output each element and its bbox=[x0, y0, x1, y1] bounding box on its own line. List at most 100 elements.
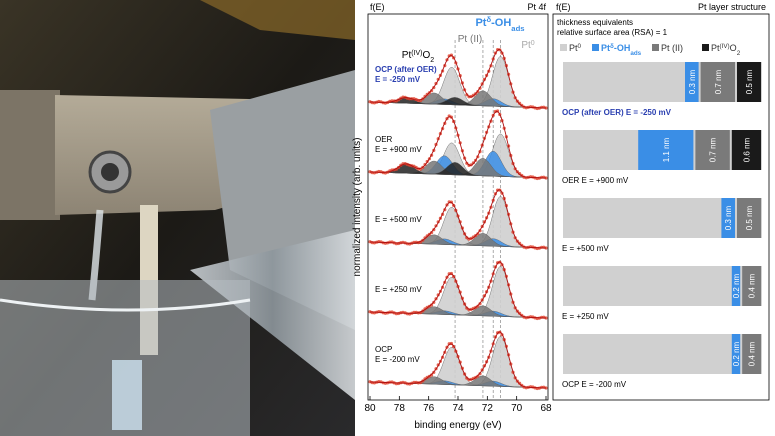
condition-label: E = +500 mV bbox=[375, 215, 422, 224]
legend-swatch bbox=[702, 44, 709, 51]
reference-label: Pt (II) bbox=[458, 34, 482, 45]
data-point bbox=[518, 172, 522, 176]
row-label: OER E = +900 mV bbox=[562, 176, 629, 185]
segment-label: 0.3 nm bbox=[724, 205, 733, 230]
label-part: O bbox=[730, 43, 737, 53]
legend-swatch bbox=[592, 44, 599, 51]
data-point bbox=[465, 376, 469, 380]
label-part: Pt bbox=[711, 43, 720, 53]
data-point bbox=[493, 109, 497, 114]
label-part: 2 bbox=[737, 50, 741, 57]
label-part: Pt (II) bbox=[661, 43, 683, 53]
label-part: -OH bbox=[614, 43, 631, 53]
legend-label: Pt0 bbox=[569, 43, 582, 54]
data-point bbox=[518, 101, 522, 105]
x-tick-label: 68 bbox=[540, 403, 552, 414]
label-part: ads bbox=[630, 50, 641, 57]
layer-segment bbox=[742, 266, 761, 306]
segment-label: 0.7 nm bbox=[714, 69, 723, 94]
label-part: Pt bbox=[601, 43, 610, 53]
condition-label: OCP (after OER) bbox=[375, 65, 437, 74]
x-tick-label: 80 bbox=[364, 403, 376, 414]
row-label: OCP E = -200 mV bbox=[562, 380, 627, 389]
label-part: ads bbox=[511, 24, 524, 33]
layer-segment bbox=[700, 62, 735, 102]
fit-envelope bbox=[370, 48, 546, 109]
condition-label: OCP bbox=[375, 345, 392, 354]
label-part: δ bbox=[610, 43, 614, 50]
legend-swatch bbox=[560, 44, 567, 51]
label-part: -OH bbox=[491, 17, 511, 29]
label-part: 0 bbox=[578, 43, 582, 50]
label-part: (IV) bbox=[720, 43, 730, 50]
photo bbox=[0, 0, 355, 436]
row-label: E = +500 mV bbox=[562, 244, 609, 253]
x-axis-label: binding energy (eV) bbox=[414, 420, 501, 431]
legend-swatch bbox=[652, 44, 659, 51]
segment-label: 0.4 nm bbox=[748, 341, 757, 366]
segment-label: 0.6 nm bbox=[742, 137, 751, 162]
label-part: 0 bbox=[531, 40, 535, 47]
data-point bbox=[518, 241, 522, 245]
layers-frame bbox=[552, 13, 770, 401]
condition-label: E = -200 mV bbox=[375, 355, 420, 364]
label-part: 2 bbox=[430, 57, 434, 64]
note: relative surface area (RSA) = 1 bbox=[557, 28, 668, 37]
segment-label: 0.5 nm bbox=[745, 205, 754, 230]
label-part: Pt bbox=[475, 17, 486, 29]
fit-envelope bbox=[370, 331, 546, 389]
panel-label: f(E) bbox=[556, 2, 571, 12]
segment-label: 0.7 nm bbox=[709, 137, 718, 162]
label-part: Pt bbox=[521, 40, 531, 51]
fit-envelope bbox=[370, 111, 546, 179]
layer-segment bbox=[685, 62, 699, 102]
layer-segment bbox=[638, 130, 694, 170]
y-axis-label: normalized intensity (arb. units) bbox=[352, 138, 363, 277]
layer-segment bbox=[737, 198, 761, 238]
reference-label: Pt(IV)O2 bbox=[402, 50, 435, 64]
layer-segment bbox=[742, 334, 761, 374]
x-tick-label: 76 bbox=[423, 403, 435, 414]
legend-label: Pt(IV)O2 bbox=[711, 43, 741, 57]
data-point bbox=[447, 54, 451, 58]
segment-label: 0.3 nm bbox=[688, 69, 697, 94]
panel-title: Pt 4f bbox=[527, 2, 546, 12]
legend-label: Pt (II) bbox=[661, 43, 683, 53]
fit-envelope bbox=[370, 189, 546, 249]
panel-title: Pt layer structure bbox=[698, 2, 766, 12]
segment-label: 1.1 nm bbox=[662, 137, 671, 162]
x-tick-label: 72 bbox=[482, 403, 494, 414]
x-tick-label: 78 bbox=[394, 403, 406, 414]
layer-segment bbox=[737, 62, 761, 102]
data-point bbox=[496, 188, 500, 192]
label-part: Pt bbox=[569, 43, 578, 53]
x-tick-label: 70 bbox=[511, 403, 523, 414]
data-point bbox=[465, 236, 469, 240]
data-point bbox=[518, 381, 522, 385]
panel-label: f(E) bbox=[370, 2, 385, 12]
label-part: Pt bbox=[402, 50, 412, 61]
pt0-layer bbox=[563, 334, 762, 374]
label-part: δ bbox=[486, 15, 491, 24]
data-point bbox=[425, 234, 429, 238]
data-point bbox=[465, 306, 469, 310]
segment-label: 0.5 nm bbox=[745, 69, 754, 94]
row-label: E = +250 mV bbox=[562, 312, 609, 321]
layer-segment bbox=[695, 130, 730, 170]
segment-label: 0.2 nm bbox=[732, 341, 741, 366]
note: thickness equivalents bbox=[557, 18, 633, 27]
data-point bbox=[496, 48, 500, 52]
row-label: OCP (after OER) E = -250 mV bbox=[562, 108, 672, 117]
label-part: Pt (II) bbox=[458, 34, 482, 45]
condition-label: E = -250 mV bbox=[375, 75, 421, 84]
layer-segment bbox=[731, 266, 741, 306]
data-point bbox=[518, 311, 522, 315]
condition-label: OER bbox=[375, 135, 393, 144]
reference-label: Pt0 bbox=[521, 40, 534, 52]
layer-segment bbox=[731, 334, 741, 374]
reference-label: Ptδ-OHads bbox=[475, 15, 524, 33]
segment-label: 0.2 nm bbox=[732, 273, 741, 298]
label-part: O bbox=[423, 50, 431, 61]
layer-segment bbox=[731, 130, 761, 170]
